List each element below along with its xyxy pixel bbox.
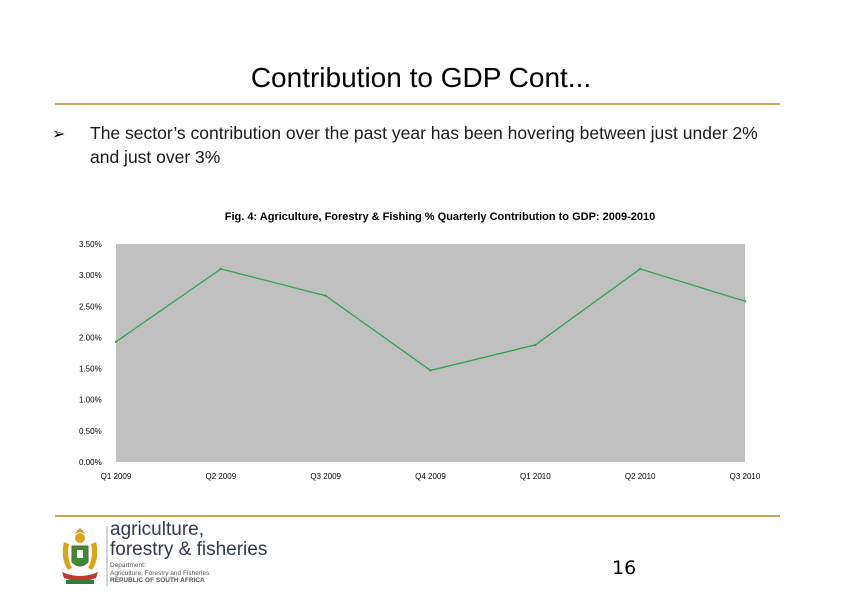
y-tick-label: 3.00% <box>79 271 102 280</box>
y-tick-label: 2.50% <box>79 302 102 311</box>
y-tick-label: 1.00% <box>79 396 102 405</box>
bullet-arrow-icon: ➢ <box>52 126 66 143</box>
bullet-text: The sector’s contribution over the past … <box>90 123 758 167</box>
x-tick-label: Q3 2010 <box>730 472 761 481</box>
data-point <box>534 343 537 347</box>
x-tick-label: Q2 2009 <box>205 472 236 481</box>
x-tick-label: Q1 2009 <box>101 472 132 481</box>
data-point <box>219 267 223 271</box>
y-tick-label: 2.00% <box>79 333 102 342</box>
plot-area <box>116 244 745 462</box>
coat-of-arms-icon <box>62 528 98 584</box>
dept-line-3: REPUBLIC OF SOUTH AFRICA <box>110 577 205 584</box>
data-points <box>114 267 747 372</box>
y-tick-label: 3.50% <box>79 240 102 249</box>
department-text: Department: Agriculture, Forestry and Fi… <box>110 562 209 585</box>
dept-line-2: Agriculture, Forestry and Fisheries <box>110 569 210 577</box>
x-axis: Q1 2009 Q2 2009 Q3 2009 Q4 2009 Q1 2010 Q2 20… <box>101 472 761 481</box>
x-tick-label: Q3 2009 <box>310 472 341 481</box>
footer-divider <box>55 515 780 517</box>
data-point <box>743 300 747 303</box>
y-axis: 0.00% 0.50% 1.00% 1.50% 2.00% 2.50% 3.00% 3.50% <box>79 240 102 467</box>
data-point <box>324 294 327 297</box>
title-divider <box>55 103 780 105</box>
x-tick-label: Q2 2010 <box>625 472 656 481</box>
coat-of-arms-logo <box>62 526 108 586</box>
data-point <box>638 267 642 271</box>
brand-name: agriculture, forestry & fisheries <box>110 520 267 560</box>
data-point <box>114 340 118 343</box>
x-tick-label: Q4 2009 <box>415 472 446 481</box>
y-tick-label: 0.50% <box>79 427 102 436</box>
page-number: 16 <box>612 557 637 579</box>
brand-line-1: agriculture, <box>110 519 204 540</box>
y-tick-label: 1.50% <box>79 365 102 374</box>
chart-title: Fig. 4: Agriculture, Forestry & Fishing … <box>224 211 656 223</box>
slide-title: Contribution to GDP Cont... <box>250 62 592 93</box>
dept-line-1: Department: <box>110 562 146 569</box>
x-tick-label: Q1 2010 <box>520 472 551 481</box>
brand-line-2: forestry & fisheries <box>110 539 268 560</box>
data-point <box>429 369 432 372</box>
y-tick-label: 0.00% <box>79 458 102 467</box>
